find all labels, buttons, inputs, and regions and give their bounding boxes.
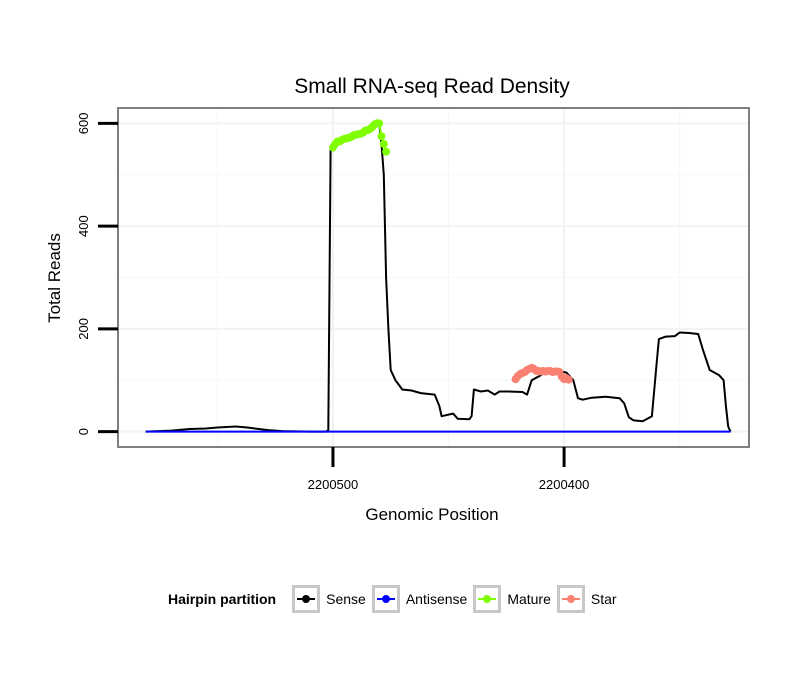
data-point-mature (377, 132, 386, 141)
y-tick-label: 400 (76, 215, 91, 237)
legend: Hairpin partition Sense Antisense Mature… (168, 582, 623, 616)
legend-label-antisense: Antisense (405, 591, 468, 607)
legend-item-sense: Sense (292, 585, 366, 613)
legend-key-star (556, 585, 585, 613)
legend-item-antisense: Antisense (371, 585, 468, 613)
data-point-mature (379, 139, 388, 148)
legend-key-mature (473, 585, 502, 613)
legend-label-mature: Mature (507, 591, 551, 607)
legend-key-antisense (371, 585, 400, 613)
x-axis-title: Genomic Position (365, 505, 498, 524)
legend-label-star: Star (590, 591, 617, 607)
series-markers (328, 119, 573, 384)
data-point-mature (375, 119, 384, 128)
data-point-mature (382, 147, 391, 156)
chart-title: Small RNA-seq Read Density (294, 75, 570, 98)
axes: 0 200 400 600 2200500 2200400 (76, 113, 589, 492)
legend-item-mature: Mature (473, 585, 551, 613)
legend-key-sense (292, 585, 321, 613)
legend-item-star: Star (556, 585, 617, 613)
legend-title: Hairpin partition (168, 591, 277, 607)
legend-label-sense: Sense (326, 591, 366, 607)
data-point-star (564, 375, 573, 384)
x-tick-label: 2200500 (308, 477, 359, 492)
plot-panel-border (117, 107, 750, 448)
y-tick-label: 0 (76, 428, 91, 435)
y-tick-label: 200 (76, 318, 91, 340)
x-tick-label: 2200400 (539, 477, 590, 492)
y-tick-label: 600 (76, 113, 91, 135)
y-axis-title: Total Reads (45, 233, 64, 323)
